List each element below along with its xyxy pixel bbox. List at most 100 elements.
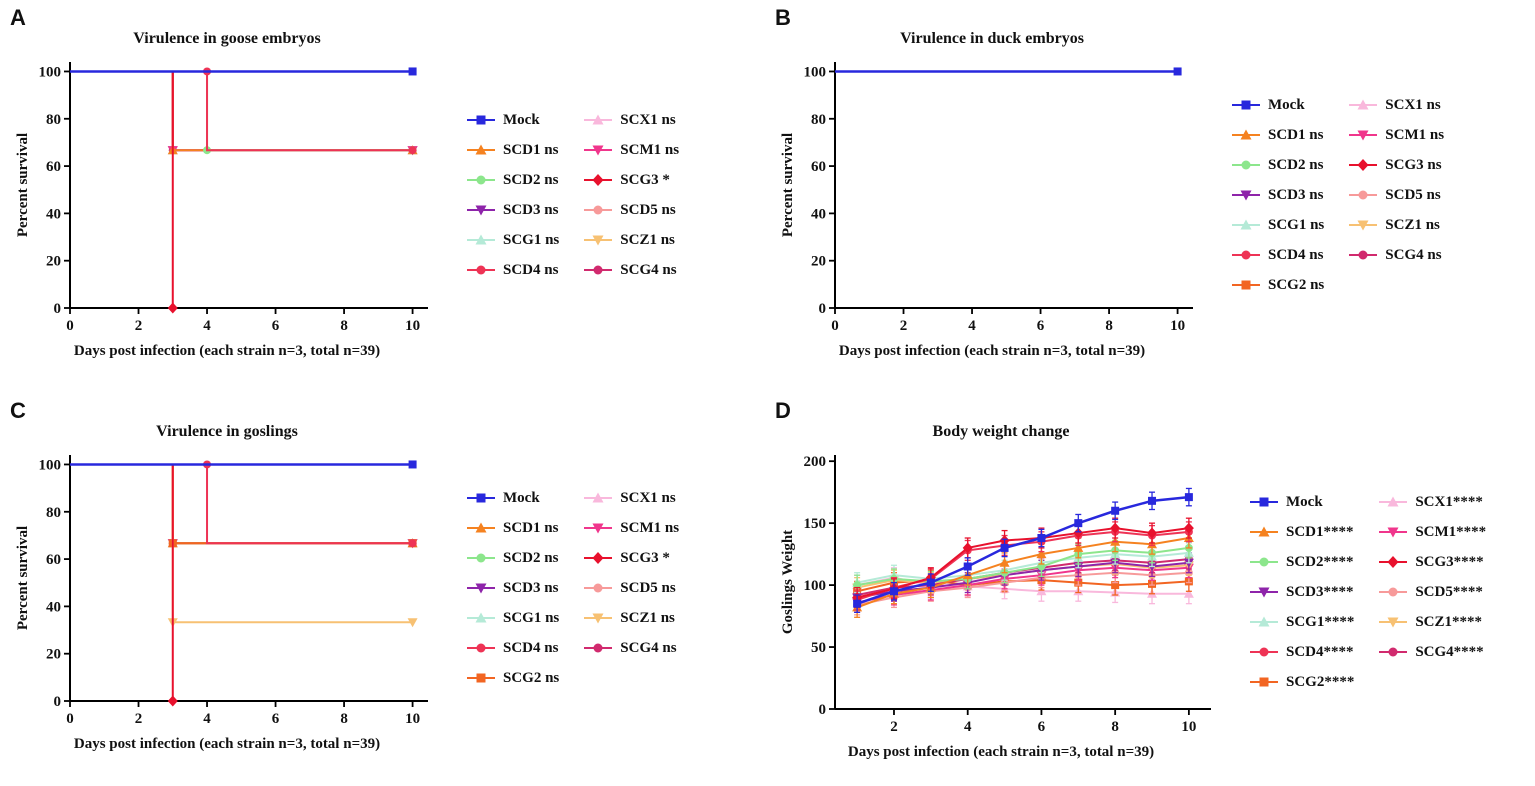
- legend-label: SCG4 ns: [620, 639, 677, 656]
- legend-item-scd2: SCD2 ns: [466, 550, 559, 567]
- svg-text:0: 0: [66, 318, 74, 334]
- legend-label: SCD2****: [1286, 553, 1354, 570]
- svg-text:20: 20: [811, 254, 826, 270]
- svg-text:60: 60: [811, 159, 826, 175]
- svg-text:50: 50: [811, 640, 826, 656]
- legend-label: SCD5 ns: [620, 201, 676, 218]
- legend-column: SCX1 ns SCM1 ns SCG3 ns SCD5 ns SCZ1 ns SCG4 …: [1348, 97, 1444, 294]
- svg-text:0: 0: [819, 702, 827, 718]
- circle-marker-icon: [1349, 190, 1378, 200]
- svg-text:200: 200: [804, 454, 827, 470]
- legend-item-scx1: SCX1 ns: [583, 112, 679, 129]
- legend-item-scg2: SCG2 ns: [1231, 277, 1324, 294]
- svg-text:20: 20: [46, 254, 61, 270]
- legend-item-scg2: SCG2 ns: [466, 670, 559, 687]
- legend-label: Mock: [1268, 96, 1305, 113]
- legend-item-mock: Mock: [466, 490, 559, 507]
- legend-item-scg3: SCG3****: [1378, 554, 1486, 571]
- svg-text:6: 6: [272, 318, 280, 334]
- legend-label: SCM1 ns: [1385, 126, 1445, 143]
- legend-item-scg1: SCG1 ns: [466, 232, 559, 249]
- panel-c: C Virulence in goslings 0 2 4 6 8 10 0 20 40 60 80…: [0, 393, 765, 786]
- chart-title: Virulence in duck embryos: [900, 30, 1084, 47]
- triangle-down-marker-icon: [1232, 190, 1260, 201]
- plot-goose-embryos: Virulence in goose embryos 0 2 4 6 8 10 0 20 40 6…: [12, 30, 442, 360]
- triangle-down-marker-icon: [1379, 527, 1408, 538]
- legend-label: SCD3 ns: [503, 201, 559, 218]
- svg-text:10: 10: [1181, 719, 1196, 735]
- circle-marker-icon: [467, 553, 495, 563]
- triangle-up-marker-icon: [1232, 219, 1260, 230]
- legend-label: SCZ1****: [1415, 613, 1483, 630]
- legend-column: Mock SCD1**** SCD2**** SCD3**** SCG1**** SCD4…: [1249, 494, 1354, 691]
- legend-label: SCG2 ns: [1268, 276, 1325, 293]
- diamond-marker-icon: [584, 174, 613, 186]
- panel-letter-a: A: [10, 5, 26, 30]
- legend-item-scz1: SCZ1 ns: [1348, 217, 1444, 234]
- legend-item-scd4: SCD4 ns: [466, 262, 559, 279]
- legend-body-weight: Mock SCD1**** SCD2**** SCD3**** SCG1**** SCD4…: [1249, 494, 1486, 691]
- legend-label: SCD1 ns: [503, 519, 559, 536]
- plot-body-weight: Body weight change 2 4 6 8 10 0 50 100 150 200 Gos…: [777, 423, 1225, 761]
- legend-label: SCX1 ns: [620, 111, 676, 128]
- legend-label: SCM1 ns: [620, 519, 680, 536]
- legend-label: Mock: [503, 489, 540, 506]
- triangle-up-marker-icon: [584, 114, 613, 125]
- circle-marker-icon: [584, 643, 613, 653]
- svg-text:8: 8: [1111, 719, 1119, 735]
- legend-item-scd5: SCD5****: [1378, 584, 1486, 601]
- svg-text:20: 20: [46, 647, 61, 663]
- svg-text:Percent survival: Percent survival: [15, 526, 31, 630]
- legend-label: SCX1 ns: [1385, 96, 1441, 113]
- chart-title: Virulence in goslings: [156, 423, 298, 440]
- svg-text:10: 10: [405, 711, 420, 727]
- legend-column: SCX1 ns SCM1 ns SCG3 * SCD5 ns SCZ1 ns SCG4 n…: [583, 490, 679, 687]
- circle-marker-icon: [584, 583, 613, 593]
- svg-text:4: 4: [968, 318, 976, 334]
- triangle-up-marker-icon: [467, 234, 495, 245]
- legend-item-scd4: SCD4 ns: [466, 640, 559, 657]
- x-axis-label: Days post infection (each strain n=3, to…: [838, 343, 1146, 359]
- legend-item-scd3: SCD3****: [1249, 584, 1354, 601]
- square-marker-icon: [467, 493, 495, 503]
- svg-text:2: 2: [900, 318, 908, 334]
- circle-marker-icon: [467, 175, 495, 185]
- triangle-up-marker-icon: [1250, 526, 1278, 537]
- svg-text:6: 6: [1038, 719, 1046, 735]
- svg-text:80: 80: [811, 112, 826, 128]
- legend-column: Mock SCD1 ns SCD2 ns SCD3 ns SCG1 ns SCD4 ns S…: [466, 490, 559, 687]
- x-axis-label: Days post infection (each strain n=3, to…: [73, 736, 381, 752]
- svg-text:Percent survival: Percent survival: [780, 133, 796, 237]
- legend-item-scd3: SCD3 ns: [466, 580, 559, 597]
- svg-text:4: 4: [203, 318, 211, 334]
- legend-item-scd1: SCD1 ns: [466, 142, 559, 159]
- legend-item-scg2: SCG2****: [1249, 674, 1354, 691]
- square-marker-icon: [1232, 100, 1260, 110]
- square-marker-icon: [1250, 497, 1278, 507]
- legend-label: SCG4 ns: [1385, 246, 1442, 263]
- legend-item-scg1: SCG1 ns: [1231, 217, 1324, 234]
- svg-text:0: 0: [831, 318, 839, 334]
- chart-title: Body weight change: [932, 423, 1070, 440]
- legend-label: SCD5****: [1415, 583, 1483, 600]
- svg-text:150: 150: [804, 516, 827, 532]
- legend-label: SCD5 ns: [620, 579, 676, 596]
- legend-column: Mock SCD1 ns SCD2 ns SCD3 ns SCG1 ns SCD4 ns: [466, 112, 559, 279]
- legend-item-scm1: SCM1****: [1378, 524, 1486, 541]
- legend-label: SCG3 ns: [1385, 156, 1442, 173]
- svg-text:6: 6: [272, 711, 280, 727]
- diamond-marker-icon: [1379, 556, 1408, 568]
- svg-text:Goslings Weight: Goslings Weight: [780, 530, 796, 634]
- legend-item-scg3: SCG3 *: [583, 172, 679, 189]
- circle-marker-icon: [1232, 250, 1260, 260]
- panel-letter-d: D: [775, 398, 791, 423]
- triangle-down-marker-icon: [584, 523, 613, 534]
- svg-text:60: 60: [46, 552, 61, 568]
- legend-label: SCZ1 ns: [1385, 216, 1440, 233]
- triangle-down-marker-icon: [584, 235, 613, 246]
- legend-label: SCD1****: [1286, 523, 1354, 540]
- legend-item-scd3: SCD3 ns: [1231, 187, 1324, 204]
- circle-marker-icon: [584, 205, 613, 215]
- svg-text:60: 60: [46, 159, 61, 175]
